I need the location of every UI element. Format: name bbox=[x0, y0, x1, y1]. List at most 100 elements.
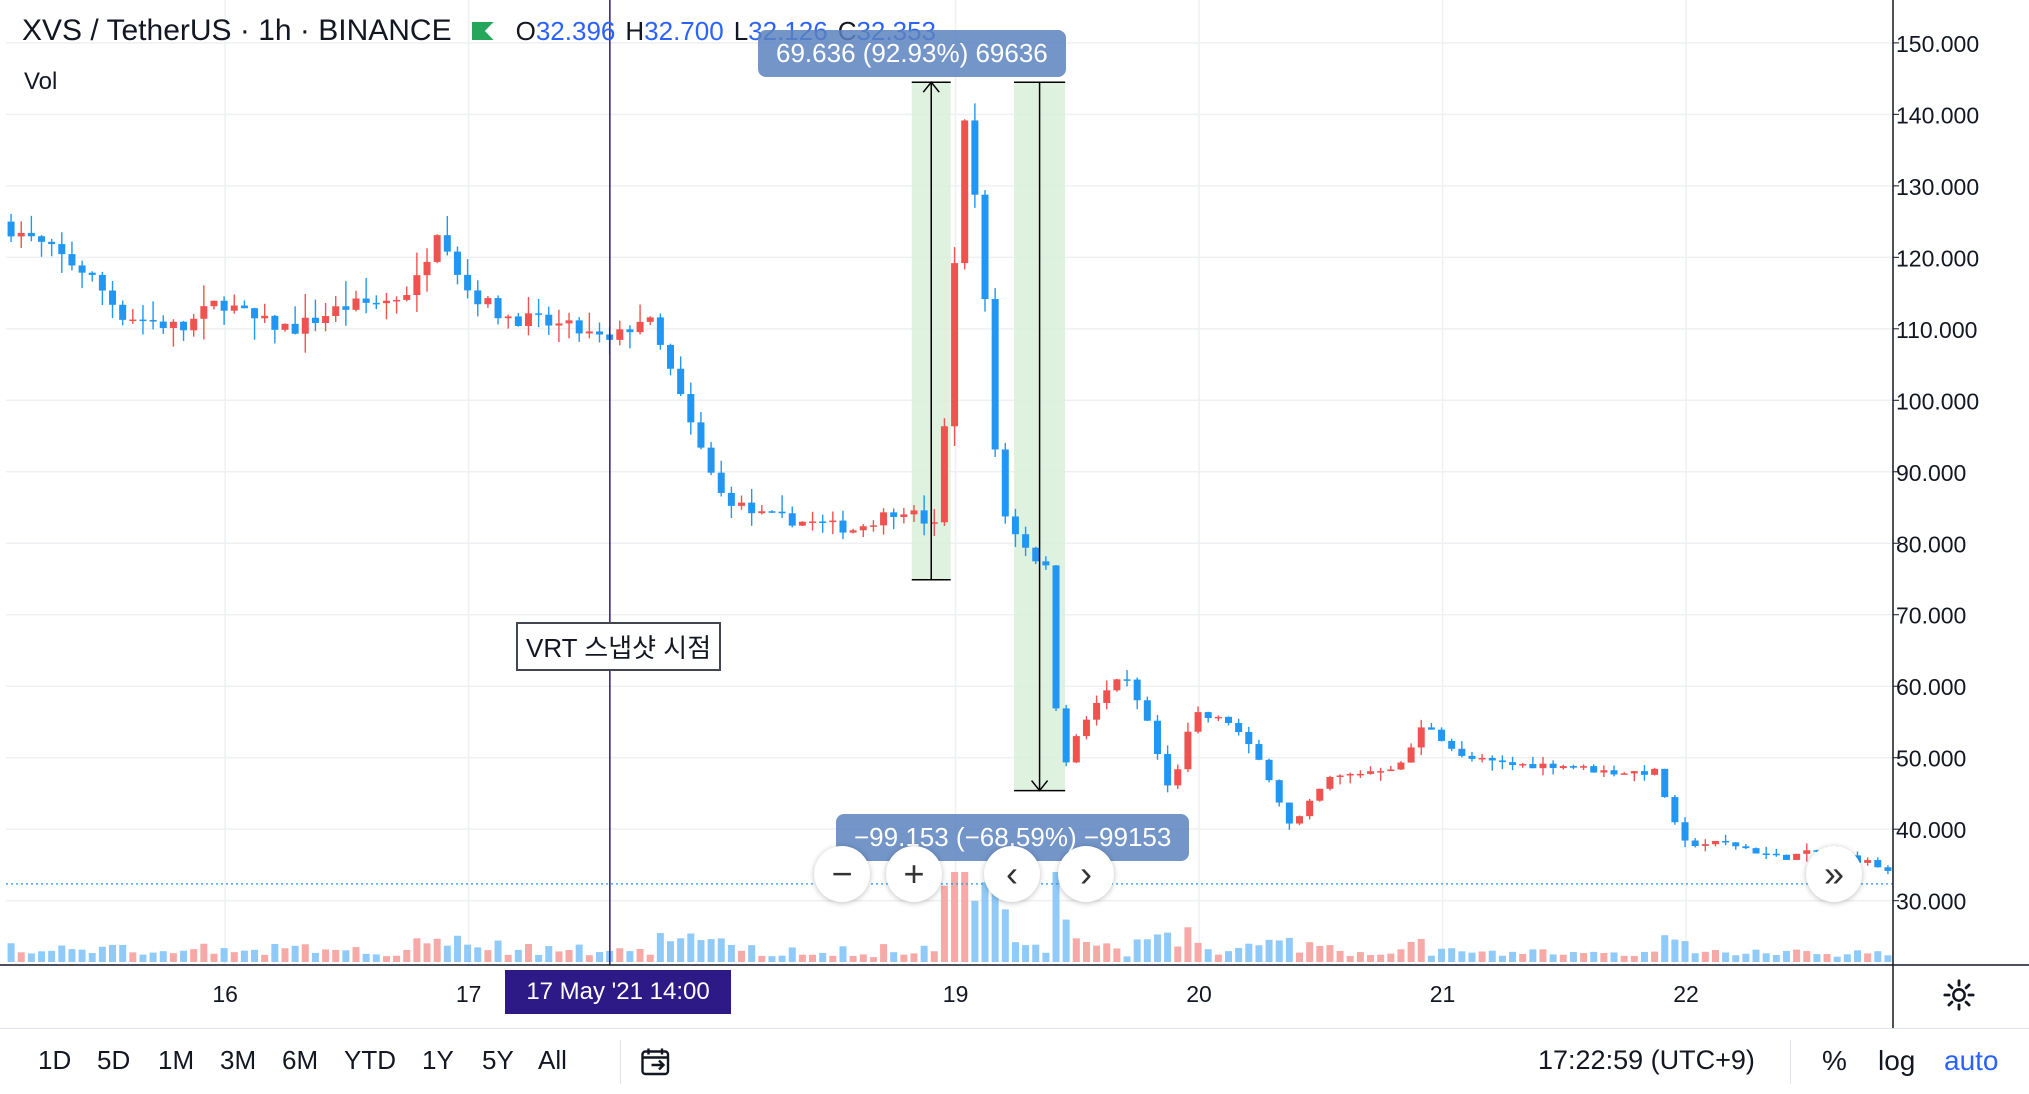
volume-bar bbox=[524, 944, 532, 962]
symbol-title[interactable]: XVS / TetherUS · 1h · BINANCE bbox=[22, 14, 452, 47]
candle-body bbox=[1052, 565, 1060, 709]
candle-body bbox=[687, 394, 695, 423]
range-button-5d[interactable]: 5D bbox=[97, 1045, 131, 1075]
clock-timezone[interactable]: 17:22:59 (UTC+9) bbox=[1538, 1045, 1755, 1075]
range-button-1m[interactable]: 1M bbox=[158, 1045, 195, 1075]
volume-bar bbox=[322, 949, 330, 962]
candle-body bbox=[707, 447, 715, 473]
candle-body bbox=[1732, 842, 1740, 847]
volume-bar bbox=[1356, 952, 1364, 962]
candle-body bbox=[1580, 766, 1588, 768]
volume-bar bbox=[555, 951, 563, 962]
range-button-3m[interactable]: 3M bbox=[220, 1045, 257, 1075]
candle-body bbox=[910, 510, 918, 515]
candle-body bbox=[453, 251, 461, 275]
volume-bar bbox=[261, 954, 269, 962]
candle-body bbox=[595, 331, 603, 335]
volume-bar bbox=[1153, 934, 1161, 962]
volume-bar bbox=[636, 948, 644, 962]
volume-bar bbox=[1093, 945, 1101, 962]
volume-bar bbox=[352, 947, 360, 962]
candle-body bbox=[301, 317, 309, 334]
candle-body bbox=[1255, 744, 1263, 760]
candle-body bbox=[1306, 800, 1314, 817]
volume-bar bbox=[38, 951, 46, 962]
candle-body bbox=[1062, 708, 1070, 763]
gear-icon[interactable] bbox=[1942, 978, 1976, 1012]
candle-body bbox=[1549, 763, 1557, 769]
volume-bar bbox=[940, 885, 948, 962]
candle-body bbox=[1326, 776, 1334, 789]
volume-bar bbox=[1316, 945, 1324, 962]
volume-bar bbox=[7, 943, 15, 962]
volume-bar bbox=[1235, 947, 1243, 962]
candle-body bbox=[656, 317, 664, 345]
candle-body bbox=[920, 510, 928, 524]
chart-axes: 30.000 40.000 50.000 60.000 70.000 80.000 90.0… bbox=[0, 0, 2029, 1028]
range-button-1d[interactable]: 1D bbox=[38, 1045, 72, 1075]
scroll-left-button[interactable]: ‹ bbox=[984, 846, 1040, 902]
volume-bar bbox=[656, 933, 664, 962]
zoom-out-button[interactable]: − bbox=[814, 846, 870, 902]
volume-bar bbox=[900, 954, 908, 962]
y-tick-label: 70.000 bbox=[1896, 603, 1966, 629]
range-button-ytd[interactable]: YTD bbox=[344, 1045, 396, 1075]
measure-label-up[interactable]: 69.636 (92.93%) 69636 bbox=[758, 30, 1066, 77]
volume-bar bbox=[1803, 951, 1811, 962]
ohlc-open: O32.396 bbox=[515, 15, 616, 46]
x-tick-label: 20 bbox=[1186, 981, 1212, 1007]
candle-body bbox=[880, 512, 888, 526]
volume-bar bbox=[291, 945, 299, 962]
volume-bar bbox=[230, 952, 238, 962]
volume-bar bbox=[758, 955, 766, 962]
candle-body bbox=[291, 323, 299, 334]
volume-bar bbox=[1245, 943, 1253, 962]
candle-body bbox=[869, 525, 877, 527]
candle-body bbox=[1184, 731, 1192, 770]
volume-bar bbox=[372, 954, 380, 962]
volume-bar bbox=[697, 940, 705, 962]
candle-body bbox=[362, 298, 370, 303]
range-button-6m[interactable]: 6M bbox=[282, 1045, 319, 1075]
volume-bar bbox=[1164, 932, 1172, 962]
range-button-all[interactable]: All bbox=[538, 1045, 567, 1075]
scroll-right-button[interactable]: › bbox=[1058, 846, 1114, 902]
candle-body bbox=[697, 422, 705, 448]
candle-body bbox=[585, 331, 593, 334]
candle-body bbox=[1001, 449, 1009, 517]
zoom-in-button[interactable]: + bbox=[886, 846, 942, 902]
volume-bar bbox=[1640, 951, 1648, 962]
volume-bar bbox=[1691, 953, 1699, 962]
go-to-latest-button[interactable]: » bbox=[1806, 846, 1862, 902]
candle-body bbox=[1093, 702, 1101, 720]
volume-bar bbox=[748, 945, 756, 962]
volume-bar bbox=[1742, 953, 1750, 962]
volume-bar bbox=[1681, 941, 1689, 962]
candle-body bbox=[1711, 840, 1719, 845]
y-tick-label: 30.000 bbox=[1896, 889, 1966, 915]
volume-legend[interactable]: Vol bbox=[24, 68, 58, 95]
candle-body bbox=[240, 305, 248, 309]
candle-body bbox=[1782, 854, 1790, 860]
candle-body bbox=[1316, 788, 1324, 801]
volume-bar bbox=[220, 948, 228, 962]
volume-bars bbox=[7, 872, 1892, 962]
calendar-goto-icon[interactable] bbox=[638, 1044, 674, 1080]
vrt-snapshot-annotation[interactable]: VRT 스냅샷 시점 bbox=[516, 622, 722, 671]
log-scale-button[interactable]: log bbox=[1878, 1045, 1916, 1076]
candle-body bbox=[1691, 840, 1699, 847]
percent-scale-button[interactable]: % bbox=[1822, 1045, 1847, 1076]
candle-body bbox=[210, 300, 218, 307]
candle-body bbox=[423, 261, 431, 276]
volume-bar bbox=[535, 954, 543, 962]
volume-bar bbox=[880, 944, 888, 962]
auto-scale-button[interactable]: auto bbox=[1944, 1045, 1999, 1076]
range-button-1y[interactable]: 1Y bbox=[422, 1045, 454, 1075]
candle-body bbox=[1468, 755, 1476, 759]
candle-body bbox=[1346, 773, 1354, 776]
volume-bar bbox=[200, 943, 208, 962]
volume-bar bbox=[1549, 954, 1557, 962]
range-button-5y[interactable]: 5Y bbox=[482, 1045, 514, 1075]
volume-bar bbox=[1651, 951, 1659, 962]
